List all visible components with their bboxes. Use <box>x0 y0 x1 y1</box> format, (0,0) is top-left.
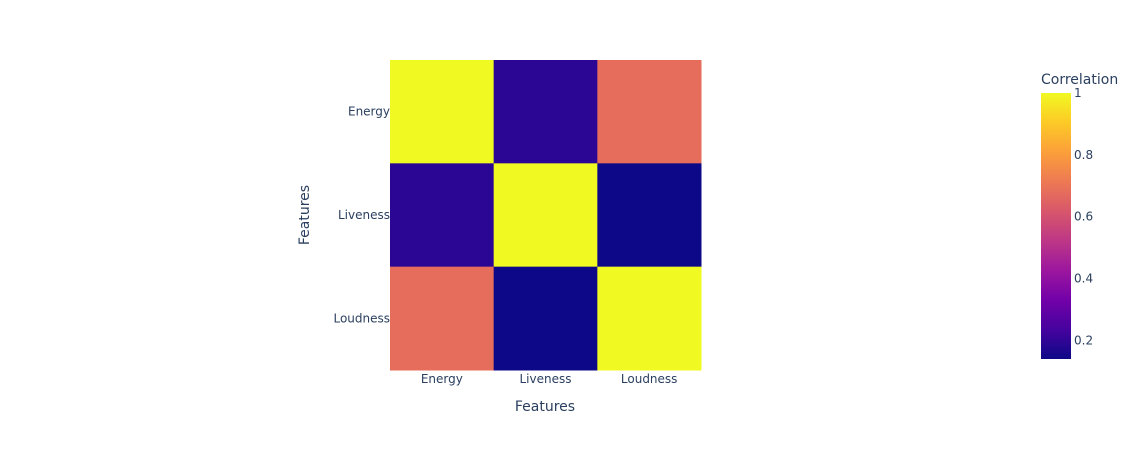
colorbar: Correlation 0.2 0.4 0.6 0.8 1 <box>1041 72 1118 359</box>
colorbar-tick-label: 0.8 <box>1074 148 1093 162</box>
x-axis-title: Features <box>515 399 575 415</box>
y-tick-label: Liveness <box>338 208 390 222</box>
colorbar-tick-label: 0.4 <box>1074 272 1093 286</box>
colorbar-tick-label: 1 <box>1074 86 1082 100</box>
colorbar-tick-label: 0.2 <box>1074 333 1093 347</box>
y-tick-label: Energy <box>348 105 390 119</box>
heatmap-cell-liveness-energy <box>390 163 495 268</box>
x-tick-label: Liveness <box>520 372 572 386</box>
heatmap-cell-loudness-liveness <box>493 266 598 371</box>
x-tick-label: Loudness <box>621 372 678 386</box>
x-tick-label: Energy <box>421 372 463 386</box>
heatmap-cell-energy-loudness <box>597 60 702 164</box>
colorbar-ticks: 0.2 0.4 0.6 0.8 1 <box>1074 86 1093 347</box>
x-axis-ticks: Energy Liveness Loudness <box>421 372 678 386</box>
colorbar-gradient <box>1041 93 1071 359</box>
heatmap-cell-loudness-energy <box>390 266 495 371</box>
y-axis-ticks: Energy Liveness Loudness <box>333 105 390 326</box>
heatmap-cell-loudness-loudness <box>597 266 702 371</box>
heatmap-cell-energy-energy <box>390 60 495 164</box>
y-tick-label: Loudness <box>333 311 390 325</box>
heatmap-cell-liveness-loudness <box>597 163 702 268</box>
colorbar-title: Correlation <box>1041 72 1118 88</box>
heatmap-cell-liveness-liveness <box>493 163 598 268</box>
colorbar-tick-label: 0.6 <box>1074 210 1093 224</box>
heatmap-cell-energy-liveness <box>493 60 598 164</box>
y-axis-title: Features <box>297 185 313 245</box>
heatmap-cells <box>390 60 702 371</box>
